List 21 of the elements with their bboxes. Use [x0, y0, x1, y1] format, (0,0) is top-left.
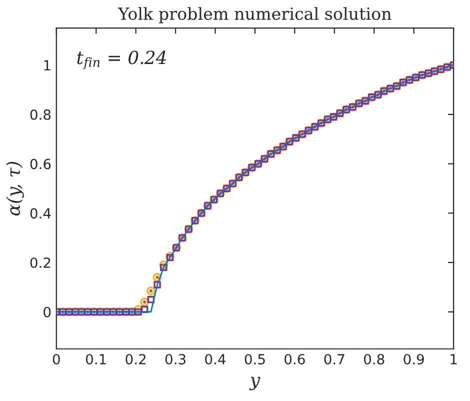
x-tick-label: 0.7: [324, 354, 344, 364]
chart-title: Yolk problem numerical solution: [118, 7, 392, 24]
y-tick-label: 0.8: [30, 109, 51, 120]
x-tick-label: 0.3: [165, 354, 186, 364]
x-tick-label: 0.9: [404, 354, 424, 364]
y-tick-label: 0.6: [30, 158, 51, 170]
x-tick-label: 0.8: [364, 354, 384, 364]
y-tick-label: 0: [44, 306, 51, 318]
y-tick-label: 1: [44, 60, 50, 70]
x-tick-label: 0.4: [205, 354, 226, 364]
y-axis-title: α(y, τ): [6, 162, 24, 216]
y-tick-label: 0.2: [30, 257, 50, 268]
x-tick-label: 0.1: [86, 354, 106, 364]
x-axis-title: y: [249, 376, 260, 390]
x-tick-label: 0: [52, 354, 60, 364]
x-tick-label: 0.6: [284, 354, 305, 364]
x-tick-label: 1: [450, 354, 457, 364]
x-tick-label: 0.2: [126, 354, 146, 364]
x-tick-label: 0.5: [244, 354, 265, 364]
y-tick-label: 0.4: [30, 208, 51, 219]
annotation: t$_{fin}$ = 0.24: [77, 50, 166, 70]
